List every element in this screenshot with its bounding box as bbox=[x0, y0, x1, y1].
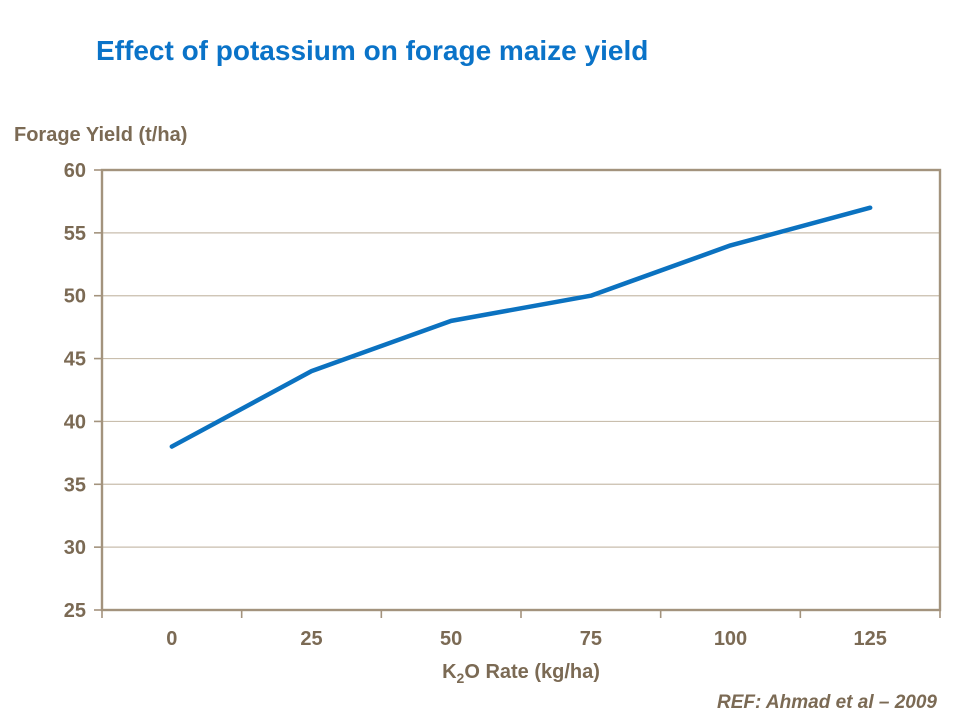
x-axis-title: K2O Rate (kg/ha) bbox=[102, 661, 940, 686]
x-tick-label-125: 125 bbox=[853, 628, 886, 650]
data-series-line bbox=[169, 205, 873, 449]
x-tick-label-100: 100 bbox=[714, 628, 747, 650]
y-tick-label-45: 45 bbox=[64, 349, 86, 371]
y-tick-label-25: 25 bbox=[64, 600, 86, 622]
x-axis-title-main: K bbox=[442, 661, 457, 683]
x-axis-title-rest: O Rate (kg/ha) bbox=[464, 661, 600, 683]
y-tick-label-60: 60 bbox=[64, 160, 86, 182]
x-tick-label-0: 0 bbox=[166, 628, 177, 650]
x-tick-label-25: 25 bbox=[300, 628, 322, 650]
y-tick-label-50: 50 bbox=[64, 286, 86, 308]
reference-citation: REF: Ahmad et al – 2009 bbox=[717, 692, 937, 713]
y-tick-label-55: 55 bbox=[64, 223, 86, 245]
x-tick-label-50: 50 bbox=[440, 628, 462, 650]
x-axis-title-subscript: 2 bbox=[456, 670, 465, 686]
chart-title: Effect of potassium on forage maize yiel… bbox=[96, 35, 649, 66]
y-tick-label-35: 35 bbox=[64, 474, 86, 496]
y-tick-label-40: 40 bbox=[64, 411, 86, 433]
y-tick-label-30: 30 bbox=[64, 537, 86, 559]
plot-frame bbox=[100, 168, 942, 612]
y-axis-title: Forage Yield (t/ha) bbox=[14, 124, 188, 146]
x-tick-label-75: 75 bbox=[580, 628, 602, 650]
